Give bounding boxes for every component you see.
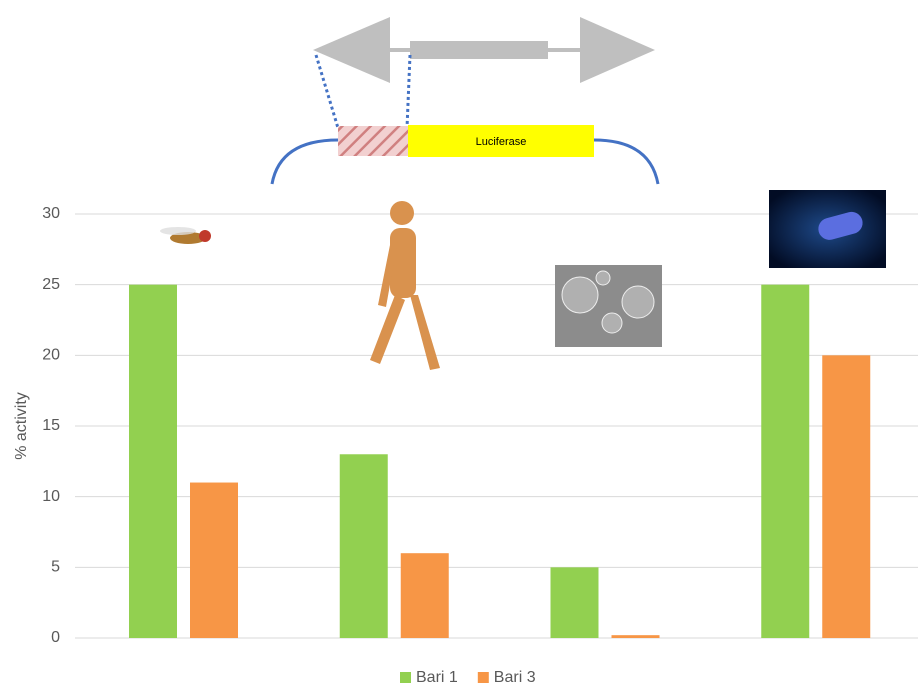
- bar: [822, 355, 871, 638]
- y-tick-label: 25: [42, 276, 60, 293]
- y-axis-label: % activity: [13, 392, 30, 460]
- bar: [129, 284, 177, 638]
- legend-label: Bari 3: [494, 669, 536, 686]
- organism-images: [160, 190, 886, 370]
- y-tick-label: 20: [42, 347, 60, 364]
- legend-label: Bari 1: [416, 669, 458, 686]
- legend-swatch: [400, 672, 411, 683]
- y-tick-label: 10: [42, 488, 60, 505]
- bar: [339, 454, 388, 638]
- bar: [400, 553, 449, 638]
- y-tick-label: 15: [42, 417, 60, 434]
- bar: [761, 284, 810, 638]
- y-tick-label: 30: [42, 205, 60, 222]
- bar: [550, 567, 599, 638]
- y-tick-label: 5: [51, 559, 60, 576]
- legend-swatch: [477, 672, 489, 683]
- bar: [611, 635, 660, 638]
- y-tick-label: 0: [51, 629, 60, 646]
- bar: [190, 482, 238, 638]
- construct-diagram: Luciferase: [270, 17, 660, 185]
- annotation: Luciferase: [476, 136, 527, 148]
